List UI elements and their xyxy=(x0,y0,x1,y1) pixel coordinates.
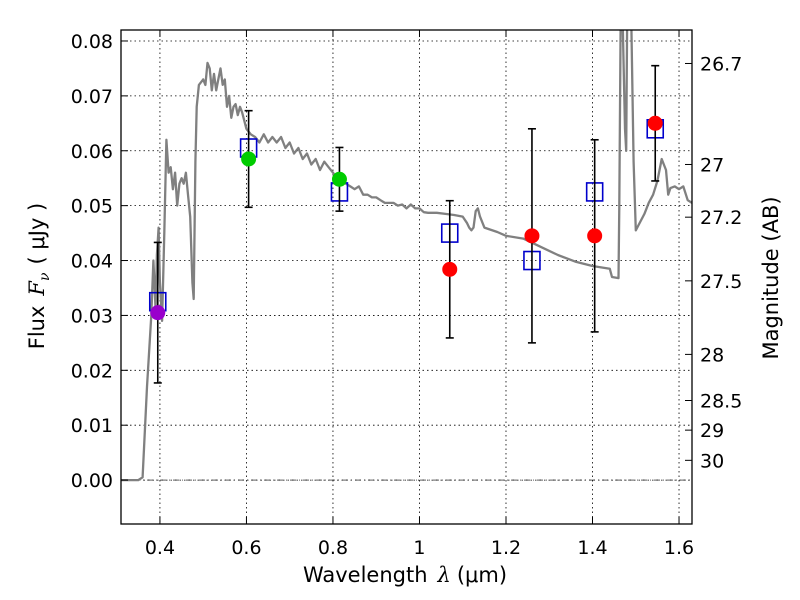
y-tick-label: 0.01 xyxy=(71,415,113,437)
observation-point xyxy=(524,228,540,244)
x-axis-title: Wavelength λ (μm) xyxy=(303,563,507,587)
y2-tick-label: 26.7 xyxy=(700,53,742,75)
y2-tick-label: 28.5 xyxy=(700,391,742,413)
y2-tick-label: 28 xyxy=(700,344,724,366)
y-tick-label: 0.02 xyxy=(71,360,113,382)
plot-frame xyxy=(120,29,693,525)
y2-tick-label: 30 xyxy=(700,450,724,472)
spectrum-line xyxy=(121,30,692,482)
y2-tick-label: 27.2 xyxy=(700,207,742,229)
y2-tick-label: 27.5 xyxy=(700,271,742,293)
observation-point xyxy=(587,228,603,244)
y2-tick-label: 29 xyxy=(700,420,724,442)
y-tick-label: 0.03 xyxy=(71,305,113,327)
observed-fluxes xyxy=(150,115,663,321)
x-tick-label: 0.6 xyxy=(231,537,261,559)
x-tick-label: 0.4 xyxy=(145,537,175,559)
y-tick-label: 0.04 xyxy=(71,251,113,273)
model-spectrum xyxy=(121,30,692,482)
observation-point xyxy=(241,151,257,167)
axis-ticks: 0.4 0.6 0.8 1 1.2 1.4 1.6 0.00 0.01 0.02 0.03 0.04 0… xyxy=(71,30,742,559)
observation-point xyxy=(150,305,166,321)
x-tick-label: 1.4 xyxy=(577,537,607,559)
y-tick-label: 0.00 xyxy=(71,470,113,492)
observation-point xyxy=(647,115,663,131)
observation-point xyxy=(331,171,347,187)
model-band-fluxes xyxy=(148,119,665,312)
x-tick-label: 1.2 xyxy=(491,537,521,559)
x-tick-label: 1 xyxy=(413,537,425,559)
y-tick-label: 0.06 xyxy=(71,141,113,163)
y-axis-title: FluxFν( μJy ) xyxy=(25,203,53,349)
y-tick-label: 0.07 xyxy=(71,86,113,108)
y-tick-label: 0.05 xyxy=(71,196,113,218)
y-tick-label: 0.08 xyxy=(71,31,113,53)
y2-axis-title: Magnitude (AB) xyxy=(759,196,783,359)
grid xyxy=(121,30,692,524)
observation-errorbars xyxy=(153,64,660,384)
x-tick-label: 0.8 xyxy=(318,537,348,559)
observation-point xyxy=(442,261,458,277)
x-tick-label: 1.6 xyxy=(664,537,694,559)
y2-tick-label: 27 xyxy=(700,154,724,176)
